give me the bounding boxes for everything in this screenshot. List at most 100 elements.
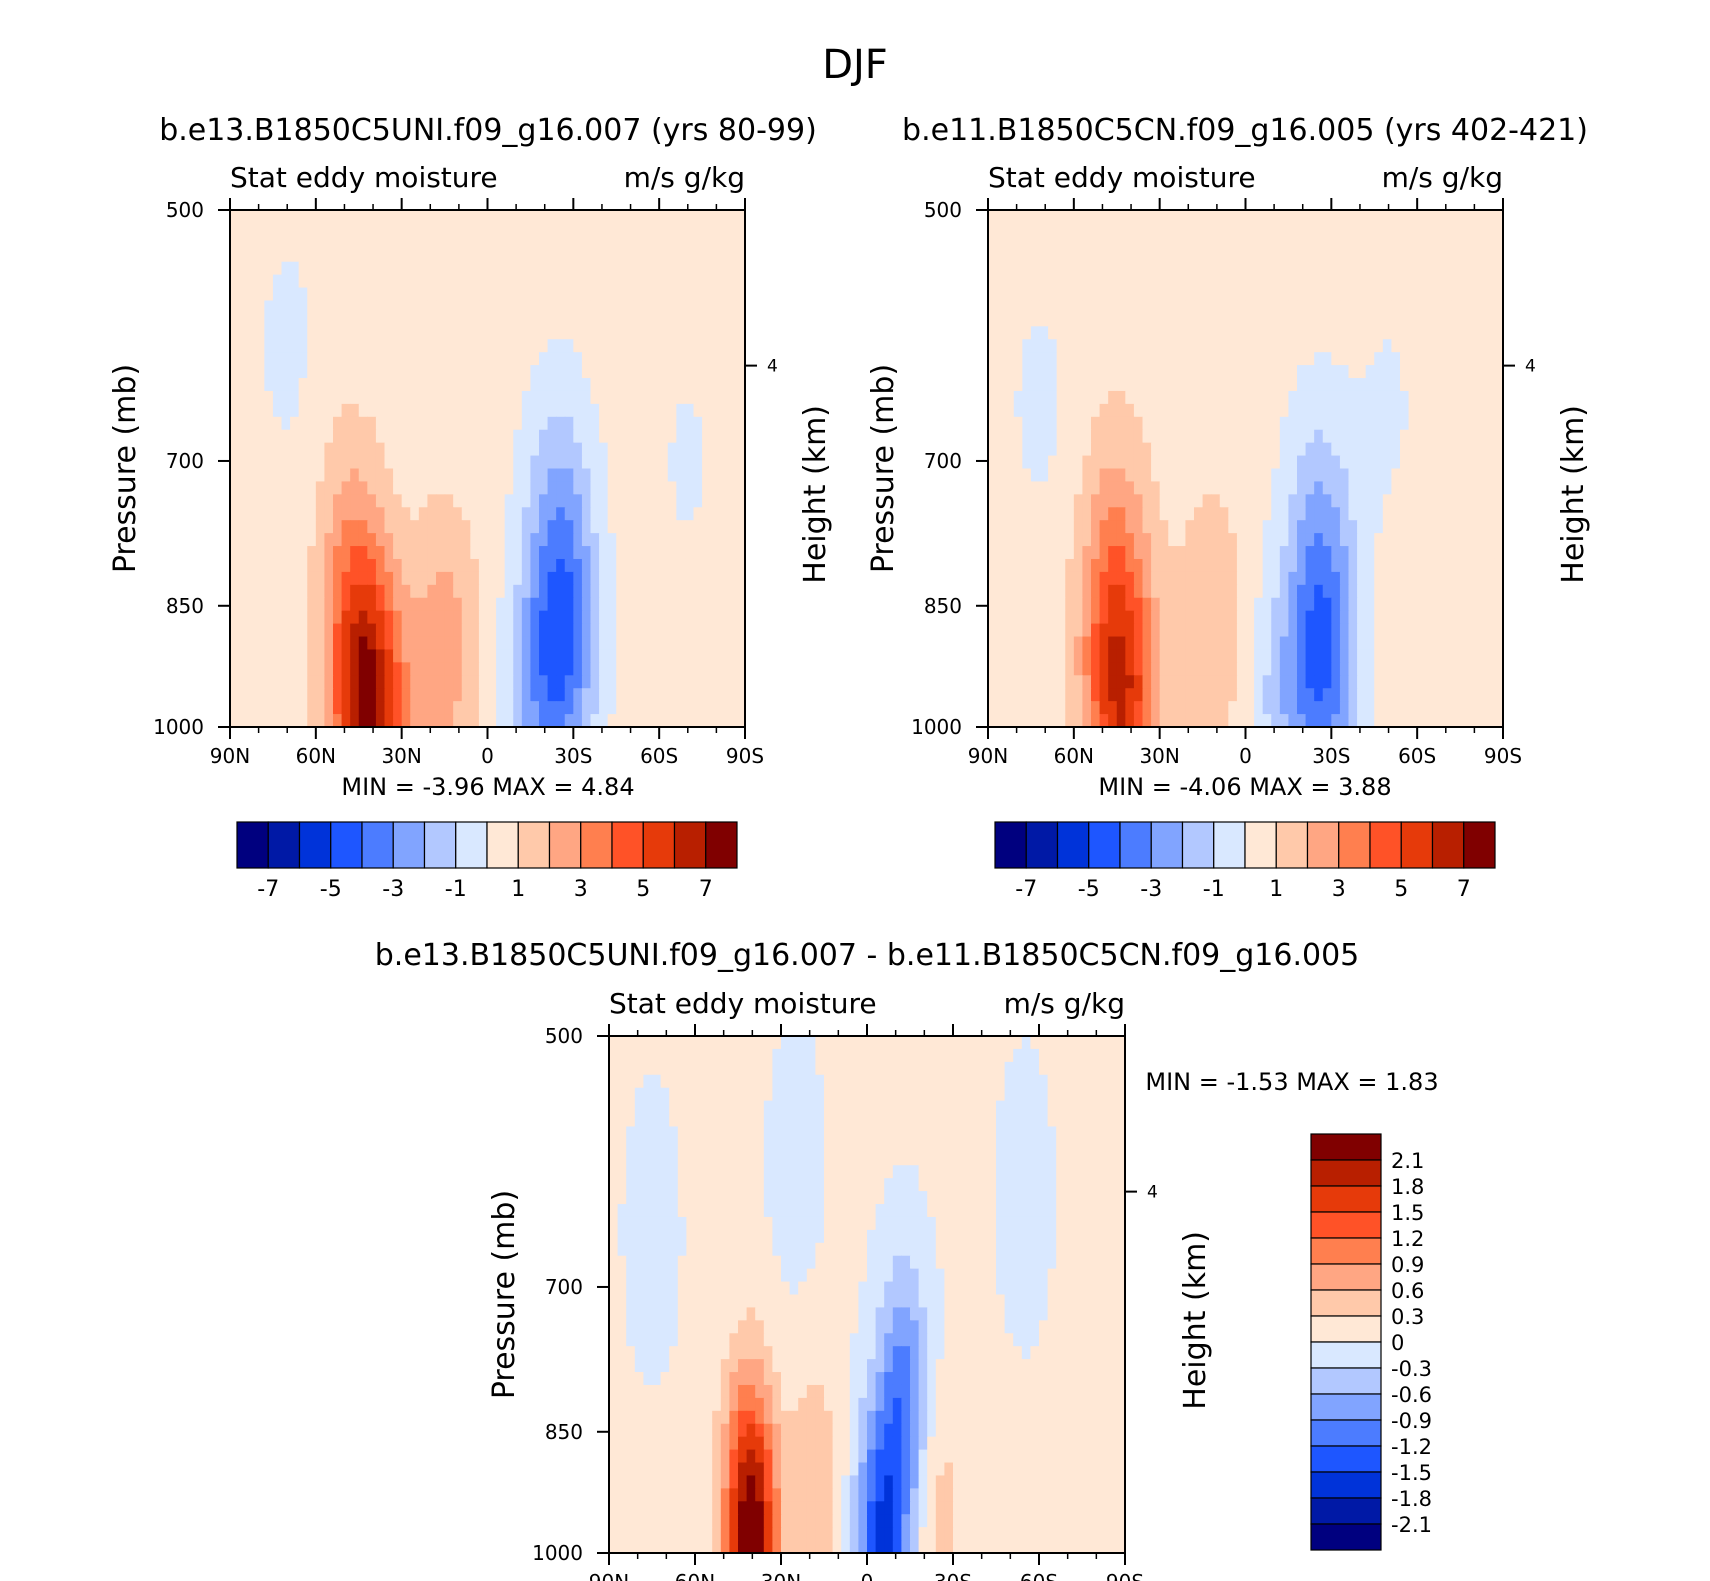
contour-cell <box>1133 494 1144 508</box>
contour-cell <box>633 533 643 547</box>
contour-cell <box>1417 507 1427 521</box>
contour-cell <box>1254 649 1264 663</box>
contour-cell <box>573 210 583 224</box>
contour-cell <box>307 313 317 327</box>
contour-cell <box>1477 597 1487 612</box>
contour-cell <box>1185 468 1195 483</box>
contour-cell <box>1460 326 1470 340</box>
contour-cell <box>650 507 660 521</box>
contour-cell <box>1065 520 1075 534</box>
contour-cell <box>427 675 437 689</box>
contour-cell <box>1477 352 1487 366</box>
contour-cell <box>1442 416 1453 431</box>
contour-cell <box>238 455 248 470</box>
contour-cell <box>702 378 712 392</box>
contour-cell <box>238 210 248 224</box>
contour-cell <box>418 558 429 573</box>
contour-cell <box>1322 416 1332 431</box>
contour-cell <box>530 546 540 560</box>
contour-cell <box>1073 210 1084 224</box>
contour-cell <box>1348 287 1358 302</box>
contour-cell <box>1434 494 1444 508</box>
contour-cell <box>281 339 291 353</box>
contour-cell <box>530 675 540 689</box>
contour-cell <box>564 248 574 263</box>
contour-cell <box>281 365 291 379</box>
contour-cell <box>1271 390 1281 405</box>
contour-cell <box>470 390 480 405</box>
contour-cell <box>1151 597 1161 612</box>
contour-cell <box>496 261 506 276</box>
contour-cell <box>1494 675 1504 689</box>
contour-cell <box>1279 235 1290 250</box>
contour-cell <box>341 313 351 327</box>
contour-cell <box>264 261 274 276</box>
contour-cell <box>1108 623 1118 638</box>
contour-cell <box>238 481 248 495</box>
contour-cell <box>1048 442 1058 457</box>
contour-cell <box>581 546 592 560</box>
contour-cell <box>1091 494 1101 508</box>
contour-cell <box>1142 468 1152 483</box>
contour-cell <box>1391 248 1401 263</box>
contour-cell <box>1133 546 1144 560</box>
contour-cell <box>350 649 360 663</box>
contour-cell <box>504 235 514 250</box>
contour-cell <box>616 313 626 327</box>
contour-cell <box>1245 662 1255 676</box>
contour-cell <box>1151 339 1161 353</box>
contour-cell <box>1468 584 1478 599</box>
contour-cell <box>1391 520 1401 534</box>
contour-cell <box>315 429 326 444</box>
contour-cell <box>1151 468 1161 483</box>
contour-cell <box>315 636 326 651</box>
contour-cell <box>427 378 437 392</box>
contour-cell <box>1305 429 1315 444</box>
contour-cell <box>1073 313 1084 327</box>
contour-cell <box>393 468 403 483</box>
contour-cell <box>1305 714 1315 728</box>
contour-cell <box>1185 261 1195 276</box>
contour-cell <box>642 675 652 689</box>
contour-cell <box>290 365 300 379</box>
contour-cell <box>539 481 549 495</box>
contour-cell <box>676 584 686 599</box>
contour-cell <box>1297 378 1307 392</box>
contour-cell <box>358 468 368 483</box>
contour-cell <box>350 481 360 495</box>
contour-cell <box>633 507 643 521</box>
contour-cell <box>1417 403 1427 418</box>
contour-cell <box>719 558 729 573</box>
contour-cell <box>573 675 583 689</box>
colorbar-label: 1 <box>511 877 525 902</box>
contour-cell <box>315 610 326 625</box>
contour-cell <box>719 533 729 547</box>
contour-cell <box>693 701 703 715</box>
contour-cell <box>1065 714 1075 728</box>
contour-cell <box>521 274 532 289</box>
contour-cell <box>333 261 343 276</box>
contour-cell <box>1211 403 1221 418</box>
contour-cell <box>341 403 351 418</box>
y-right-tick-label: 4 <box>1525 357 1536 377</box>
contour-cell <box>1048 365 1058 379</box>
contour-cell <box>1022 494 1032 508</box>
contour-cell <box>444 714 454 728</box>
contour-cell <box>367 235 377 250</box>
contour-cell <box>298 429 308 444</box>
contour-cell <box>695 1036 705 1050</box>
contour-cell <box>1194 455 1204 470</box>
contour-cell <box>1168 261 1178 276</box>
contour-cell <box>1400 352 1410 366</box>
contour-cell <box>1151 636 1161 651</box>
contour-cell <box>487 507 497 521</box>
contour-cell <box>1460 429 1470 444</box>
contour-cell <box>1005 546 1015 560</box>
contour-cell <box>1030 248 1041 263</box>
contour-cell <box>1442 455 1453 470</box>
contour-cell <box>1125 378 1135 392</box>
contour-cell <box>1408 520 1418 534</box>
contour-cell <box>642 507 652 521</box>
contour-cell <box>1133 403 1144 418</box>
contour-cell <box>616 649 626 663</box>
